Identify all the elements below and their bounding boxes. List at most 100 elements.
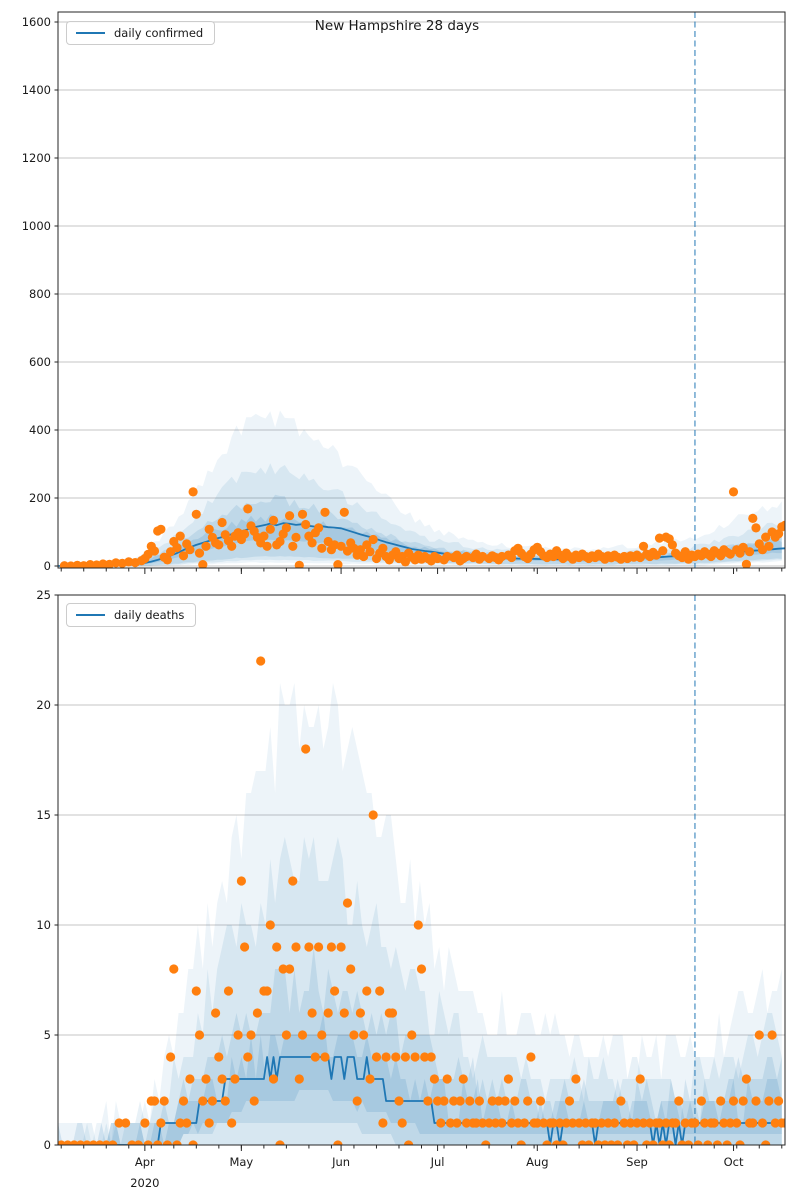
data-point <box>178 1096 189 1106</box>
data-point <box>323 1008 333 1018</box>
y-tick-label: 5 <box>44 1028 51 1042</box>
data-point <box>590 1118 600 1128</box>
data-point <box>320 1052 330 1062</box>
month-label: Aug <box>526 1155 548 1169</box>
data-point <box>149 546 160 556</box>
data-point <box>272 942 282 952</box>
data-point <box>455 1096 465 1106</box>
data-point <box>198 560 208 568</box>
data-point <box>754 1030 764 1040</box>
data-point <box>716 1096 726 1106</box>
data-point <box>275 1140 285 1145</box>
data-point <box>674 1096 684 1106</box>
data-point <box>214 540 224 550</box>
data-point <box>182 1118 192 1128</box>
data-point <box>523 1096 533 1106</box>
data-point <box>175 531 185 541</box>
data-point <box>252 1008 262 1018</box>
confidence-band-q3 <box>58 514 782 566</box>
data-point <box>371 1052 382 1062</box>
y-tick-label: 1600 <box>22 15 51 29</box>
data-point <box>429 1074 439 1084</box>
data-point <box>204 1118 214 1128</box>
data-point <box>220 1096 230 1106</box>
y-tick-label: 15 <box>36 808 51 822</box>
data-point <box>558 1140 568 1145</box>
data-point <box>230 1074 240 1084</box>
data-point <box>420 1052 430 1062</box>
data-point <box>214 1052 224 1062</box>
data-point <box>281 523 291 533</box>
data-point <box>693 1140 703 1145</box>
data-point <box>285 964 295 974</box>
data-point <box>651 550 661 560</box>
scatter-points <box>59 487 785 568</box>
data-point <box>265 524 275 534</box>
data-point <box>748 1118 758 1128</box>
data-point <box>191 509 201 519</box>
data-point <box>114 1118 124 1128</box>
data-point <box>725 549 735 559</box>
data-point <box>442 1074 452 1084</box>
data-point <box>314 942 324 952</box>
data-point <box>561 1118 571 1128</box>
data-point <box>581 1118 591 1128</box>
data-point <box>764 541 774 551</box>
data-point <box>387 1008 398 1018</box>
data-point <box>378 543 388 553</box>
data-point <box>683 1140 694 1145</box>
data-point <box>780 520 785 530</box>
y-tick-label: 1000 <box>22 219 51 233</box>
data-point <box>294 560 304 568</box>
data-point <box>767 1030 777 1040</box>
data-point <box>410 1052 420 1062</box>
data-point <box>349 1030 359 1040</box>
data-point <box>497 1118 507 1128</box>
data-point <box>638 1118 649 1128</box>
data-point <box>745 547 755 557</box>
data-point <box>445 1118 456 1128</box>
data-point <box>188 487 198 497</box>
data-point <box>352 1096 362 1106</box>
data-point <box>535 1096 546 1106</box>
data-point <box>243 504 253 514</box>
deaths-chart: 0 5 10 15 20 25 Apr May Jun Jul Aug Sep Oct 2020 <box>36 588 786 1190</box>
data-point <box>307 538 317 548</box>
data-point <box>307 1008 317 1018</box>
data-point <box>735 1140 745 1145</box>
data-point <box>333 560 343 568</box>
data-point <box>211 1008 221 1018</box>
data-point <box>204 524 214 534</box>
data-point <box>291 942 301 952</box>
data-point <box>140 1118 150 1128</box>
data-point <box>365 547 375 557</box>
data-point <box>240 529 250 539</box>
data-point <box>400 1052 410 1062</box>
data-point <box>751 523 761 533</box>
data-point <box>310 1052 320 1062</box>
plot-area <box>58 12 785 568</box>
data-point <box>314 523 324 533</box>
data-point <box>262 986 272 996</box>
data-point <box>281 1030 291 1040</box>
data-point <box>227 541 237 551</box>
confidence-band-q3 <box>58 1013 782 1145</box>
data-point <box>597 1118 607 1128</box>
data-point <box>516 1140 526 1145</box>
data-point <box>513 1118 523 1128</box>
data-point <box>391 1052 401 1062</box>
data-point <box>564 1096 575 1106</box>
data-point <box>217 1074 227 1084</box>
data-point <box>368 534 378 545</box>
data-point <box>233 1030 243 1040</box>
data-point <box>207 1096 217 1106</box>
data-point <box>487 1096 497 1106</box>
data-point <box>761 1140 771 1145</box>
data-point <box>471 1118 481 1128</box>
data-point <box>629 1140 639 1145</box>
confidence-bands <box>58 683 782 1145</box>
data-point <box>342 898 353 908</box>
data-point <box>198 1096 208 1106</box>
data-point <box>696 1096 707 1106</box>
